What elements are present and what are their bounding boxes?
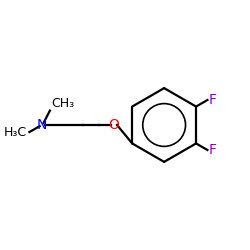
Text: F: F — [209, 143, 217, 157]
Text: O: O — [109, 118, 120, 132]
Text: H₃C: H₃C — [4, 126, 27, 139]
Text: CH₃: CH₃ — [51, 96, 74, 110]
Text: F: F — [209, 93, 217, 107]
Text: N: N — [36, 118, 47, 132]
